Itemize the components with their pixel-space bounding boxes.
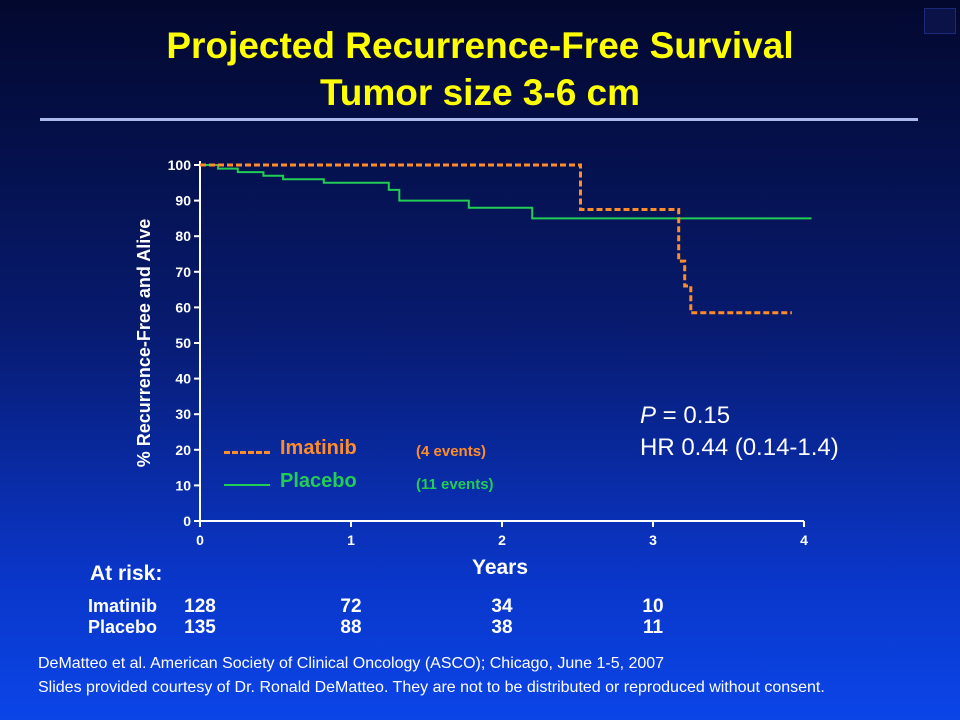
y-tick-label: 90 <box>175 193 191 209</box>
at-risk-value: 10 <box>642 596 664 617</box>
x-tick-label: 3 <box>649 532 657 548</box>
at-risk-value: 72 <box>340 596 362 617</box>
disclaimer-line: Slides provided courtesy of Dr. Ronald D… <box>38 679 825 696</box>
title-divider <box>40 118 918 121</box>
x-tick-label: 2 <box>498 532 506 548</box>
y-tick-label: 70 <box>175 264 191 280</box>
legend-imatinib-events: (4 events) <box>416 443 487 460</box>
x-axis-label: Years <box>472 556 528 579</box>
y-tick-label: 40 <box>175 371 191 387</box>
at-risk-value: 88 <box>340 617 362 638</box>
at-risk-value: 38 <box>491 617 513 638</box>
y-tick-label: 0 <box>183 513 191 529</box>
at-risk-value: 34 <box>491 596 513 617</box>
legend-placebo-events: (11 events) <box>416 476 494 493</box>
legend-placebo-label: Placebo <box>280 470 357 492</box>
series-line-imatinib <box>200 163 792 315</box>
series-line-placebo <box>200 164 812 220</box>
y-tick-label: 10 <box>175 477 191 493</box>
at-risk-value: 135 <box>184 617 216 638</box>
p-label: P <box>640 402 657 429</box>
y-tick-label: 20 <box>175 442 191 458</box>
legend-imatinib-swatch <box>224 451 270 454</box>
chart-axes: 0 10 20 30 40 50 60 70 80 90 100 0 1 2 3 4 <box>168 157 808 548</box>
slide-subtitle: Tumor size 3-6 cm <box>319 72 641 113</box>
p-value-annotation: P = 0.15 <box>640 402 730 430</box>
y-tick-label: 80 <box>175 228 191 244</box>
y-axis-label: % Recurrence-Free and Alive <box>134 219 154 467</box>
citation-line: DeMatteo et al. American Society of Clin… <box>38 655 665 672</box>
at-risk-value: 11 <box>642 617 664 638</box>
y-tick-label: 30 <box>175 406 191 422</box>
at-risk-placebo-label: Placebo <box>88 617 158 637</box>
legend-placebo-swatch <box>224 484 270 486</box>
p-value: = 0.15 <box>656 402 731 429</box>
slide-title: Projected Recurrence-Free Survival <box>166 25 794 66</box>
chart-series <box>200 163 812 315</box>
y-tick-label: 60 <box>175 299 191 315</box>
y-tick-label: 100 <box>168 157 192 173</box>
slide-corner-box <box>924 8 956 34</box>
hazard-ratio-annotation: HR 0.44 (0.14-1.4) <box>640 434 839 461</box>
x-tick-label: 0 <box>196 532 204 548</box>
x-tick-label: 4 <box>800 532 808 548</box>
at-risk-imatinib-label: Imatinib <box>88 596 158 616</box>
at-risk-value: 128 <box>184 596 216 617</box>
at-risk-header: At risk: <box>90 562 163 585</box>
x-tick-label: 1 <box>347 532 355 548</box>
y-tick-label: 50 <box>175 335 191 351</box>
legend-imatinib-label: Imatinib <box>280 437 357 459</box>
